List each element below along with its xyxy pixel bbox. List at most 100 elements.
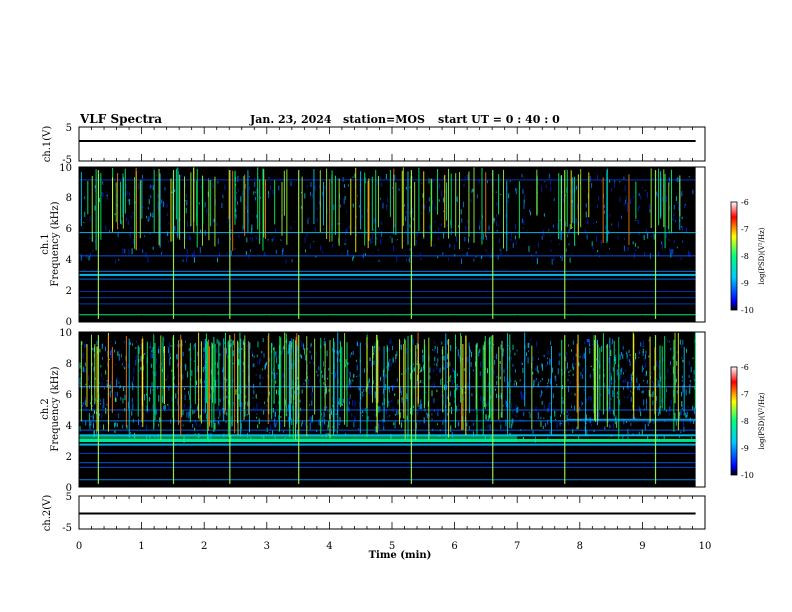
spectrogram-noise [219,353,221,356]
spectrogram-noise [470,361,472,367]
ch2-spectrogram-ticks [78,332,706,487]
spectrogram-sferic [564,335,566,484]
spectrogram-noise [538,381,540,385]
ch2-colorbar [730,366,738,476]
spectrogram-noise [305,354,307,361]
spectrogram-sferic [301,176,303,233]
spectrogram-sferic [208,339,210,432]
spectrogram-noise [183,403,185,408]
spectrogram-noise [339,420,341,426]
spectrogram-noise [303,345,305,350]
spectrogram-noise [242,370,244,373]
spectrogram-sferic [501,340,503,418]
ch1-cb-tick-10: -10 [741,306,754,315]
spectrogram-noise [180,174,182,178]
spectrogram-noise [151,381,153,387]
spectrogram-noise [676,351,678,353]
spectrogram-noise [92,236,94,242]
spectrogram-noise [681,380,683,382]
spectrogram-sferic [134,177,136,249]
spectrogram-noise [693,370,695,375]
spectrogram-noise [514,380,516,383]
spectrogram-noise [194,433,196,435]
spectrogram-noise [574,363,576,365]
spectrogram-noise [647,424,649,426]
spectrogram-noise [392,385,394,391]
spectrogram-noise [323,411,325,418]
spectrogram-noise [692,376,694,379]
spectrogram-sferic [207,341,209,441]
spectrogram-noise [255,197,257,201]
spectrogram-noise [88,413,90,421]
spectrogram-sferic [120,181,122,224]
spectrogram-noise [282,372,284,378]
spectrogram-noise [216,349,218,354]
spectrogram-sferic [475,344,477,410]
spectrogram-noise [261,350,263,354]
spectrogram-noise [177,363,179,368]
spectrogram-noise [300,339,302,342]
spectrogram-noise [333,204,335,211]
spectrogram-noise [562,397,564,399]
spectrogram-noise [221,202,223,209]
spectrogram-noise [377,248,379,252]
spectrogram-noise [219,382,221,385]
spectrogram-noise [476,343,478,348]
spectrogram-noise [128,199,130,205]
spectrogram-noise [204,396,206,401]
spectrogram-noise [652,392,654,398]
spectrogram-noise [642,351,644,356]
spectrogram-noise [280,422,282,429]
spectrogram-noise [587,219,589,224]
spectrogram-sferic [97,335,99,484]
spectrogram-noise [622,354,624,359]
spectrogram-noise [446,384,448,390]
spectrogram-sferic [577,174,579,236]
spectrogram-noise [79,372,81,376]
spectrogram-noise [442,400,444,406]
spectrogram-noise [311,398,313,402]
spectrogram-noise [311,397,313,399]
spectrogram-noise [688,360,690,366]
spectrogram-sferic [224,347,226,415]
spectrogram-noise [109,390,111,398]
spectrogram-noise [458,422,460,427]
spectrogram-noise [420,380,422,383]
spectrogram-sferic [407,171,409,245]
spectrogram-noise [645,362,647,367]
spectrogram-noise [195,380,197,386]
spectrogram-noise [96,430,98,435]
spectrogram-noise [683,420,685,426]
spectrogram-sferic [375,342,377,403]
spectrogram-noise [587,215,589,218]
spectrogram-noise [347,369,349,371]
spectrogram-noise [131,381,133,386]
spectrogram-noise [420,257,422,261]
spectrogram-noise [565,366,567,371]
spectrogram-noise [468,247,470,250]
spectrogram-noise [101,373,103,377]
spectrogram-noise [306,348,308,350]
spectrogram-sferic [503,169,505,249]
spectrogram-noise [554,375,556,379]
spectrogram-noise [188,347,190,352]
spectrogram-noise [644,354,646,360]
spectrogram-noise [579,407,581,412]
spectrogram-sferic [650,168,652,229]
spectrogram-noise [382,388,384,394]
spectrogram-noise [150,353,152,359]
spectrogram-noise [597,204,599,209]
spectrogram-noise [393,245,395,252]
spectrogram-noise [604,426,606,430]
spectrogram-sferic [172,170,175,319]
spectrogram-noise [558,353,560,358]
spectrogram-noise [253,383,255,389]
spectrogram-noise [226,395,228,398]
spectrogram-noise [273,419,275,426]
spectrogram-noise [576,426,578,430]
spectrogram-noise [143,394,145,401]
spectrogram-sferic [292,338,294,439]
spectrogram-noise [150,363,152,368]
spectrogram-noise [311,387,313,393]
spectrogram-noise [630,381,632,388]
